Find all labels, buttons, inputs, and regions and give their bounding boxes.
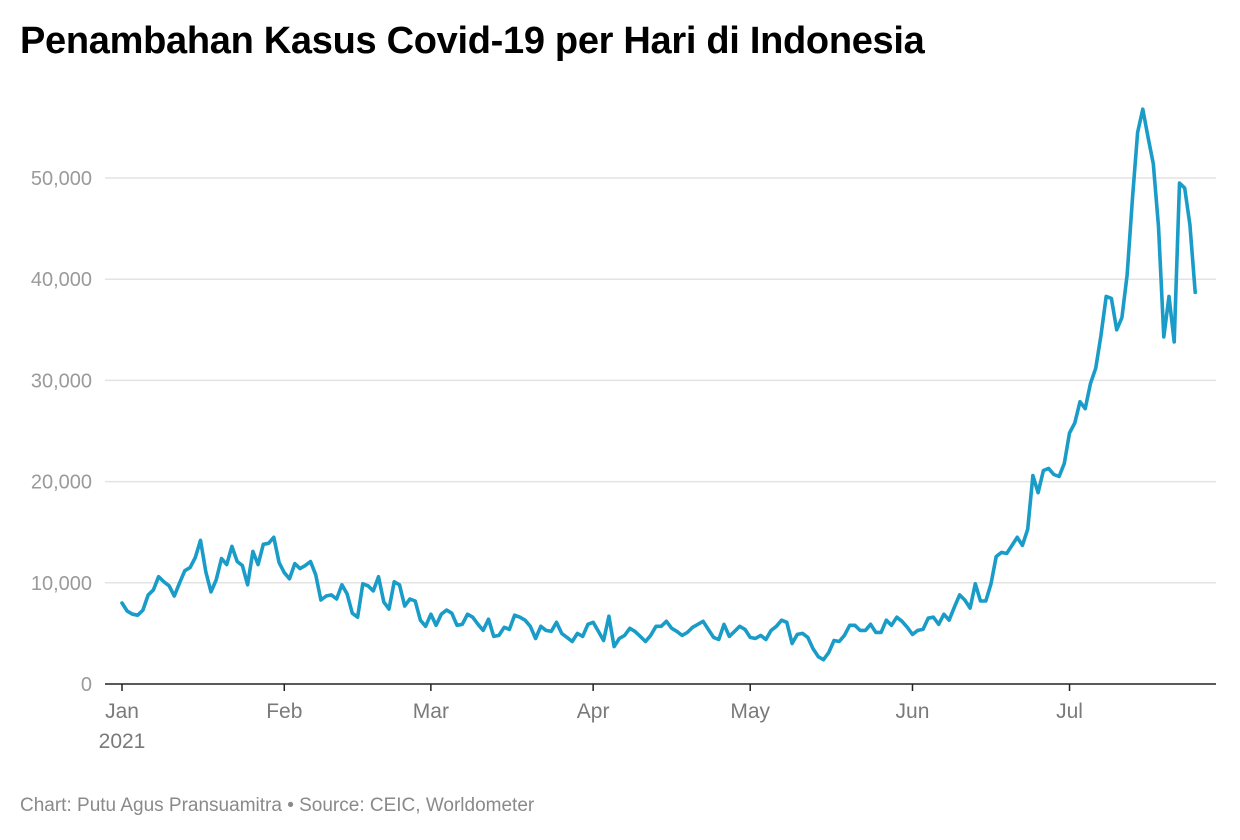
chart-title: Penambahan Kasus Covid-19 per Hari di In…: [20, 20, 925, 62]
x-tick-sublabel: 2021: [99, 730, 146, 753]
x-tick-label: Mar: [413, 700, 449, 723]
y-tick-label: 50,000: [31, 168, 92, 190]
y-tick-label: 20,000: [31, 472, 92, 494]
x-tick-label: Jul: [1056, 700, 1083, 723]
y-tick-label: 10,000: [31, 573, 92, 595]
y-tick-label: 30,000: [31, 370, 92, 392]
x-tick-label: Jan: [105, 700, 139, 723]
x-tick-label: May: [730, 700, 770, 723]
series-line: [120, 107, 1197, 662]
chart-footer: Chart: Putu Agus Pransuamitra • Source: …: [20, 795, 535, 816]
y-tick-label: 0: [81, 674, 92, 696]
x-tick-label: Jun: [896, 700, 930, 723]
x-tick-label: Feb: [266, 700, 302, 723]
y-tick-label: 40,000: [31, 269, 92, 291]
x-tick-label: Apr: [577, 700, 610, 723]
